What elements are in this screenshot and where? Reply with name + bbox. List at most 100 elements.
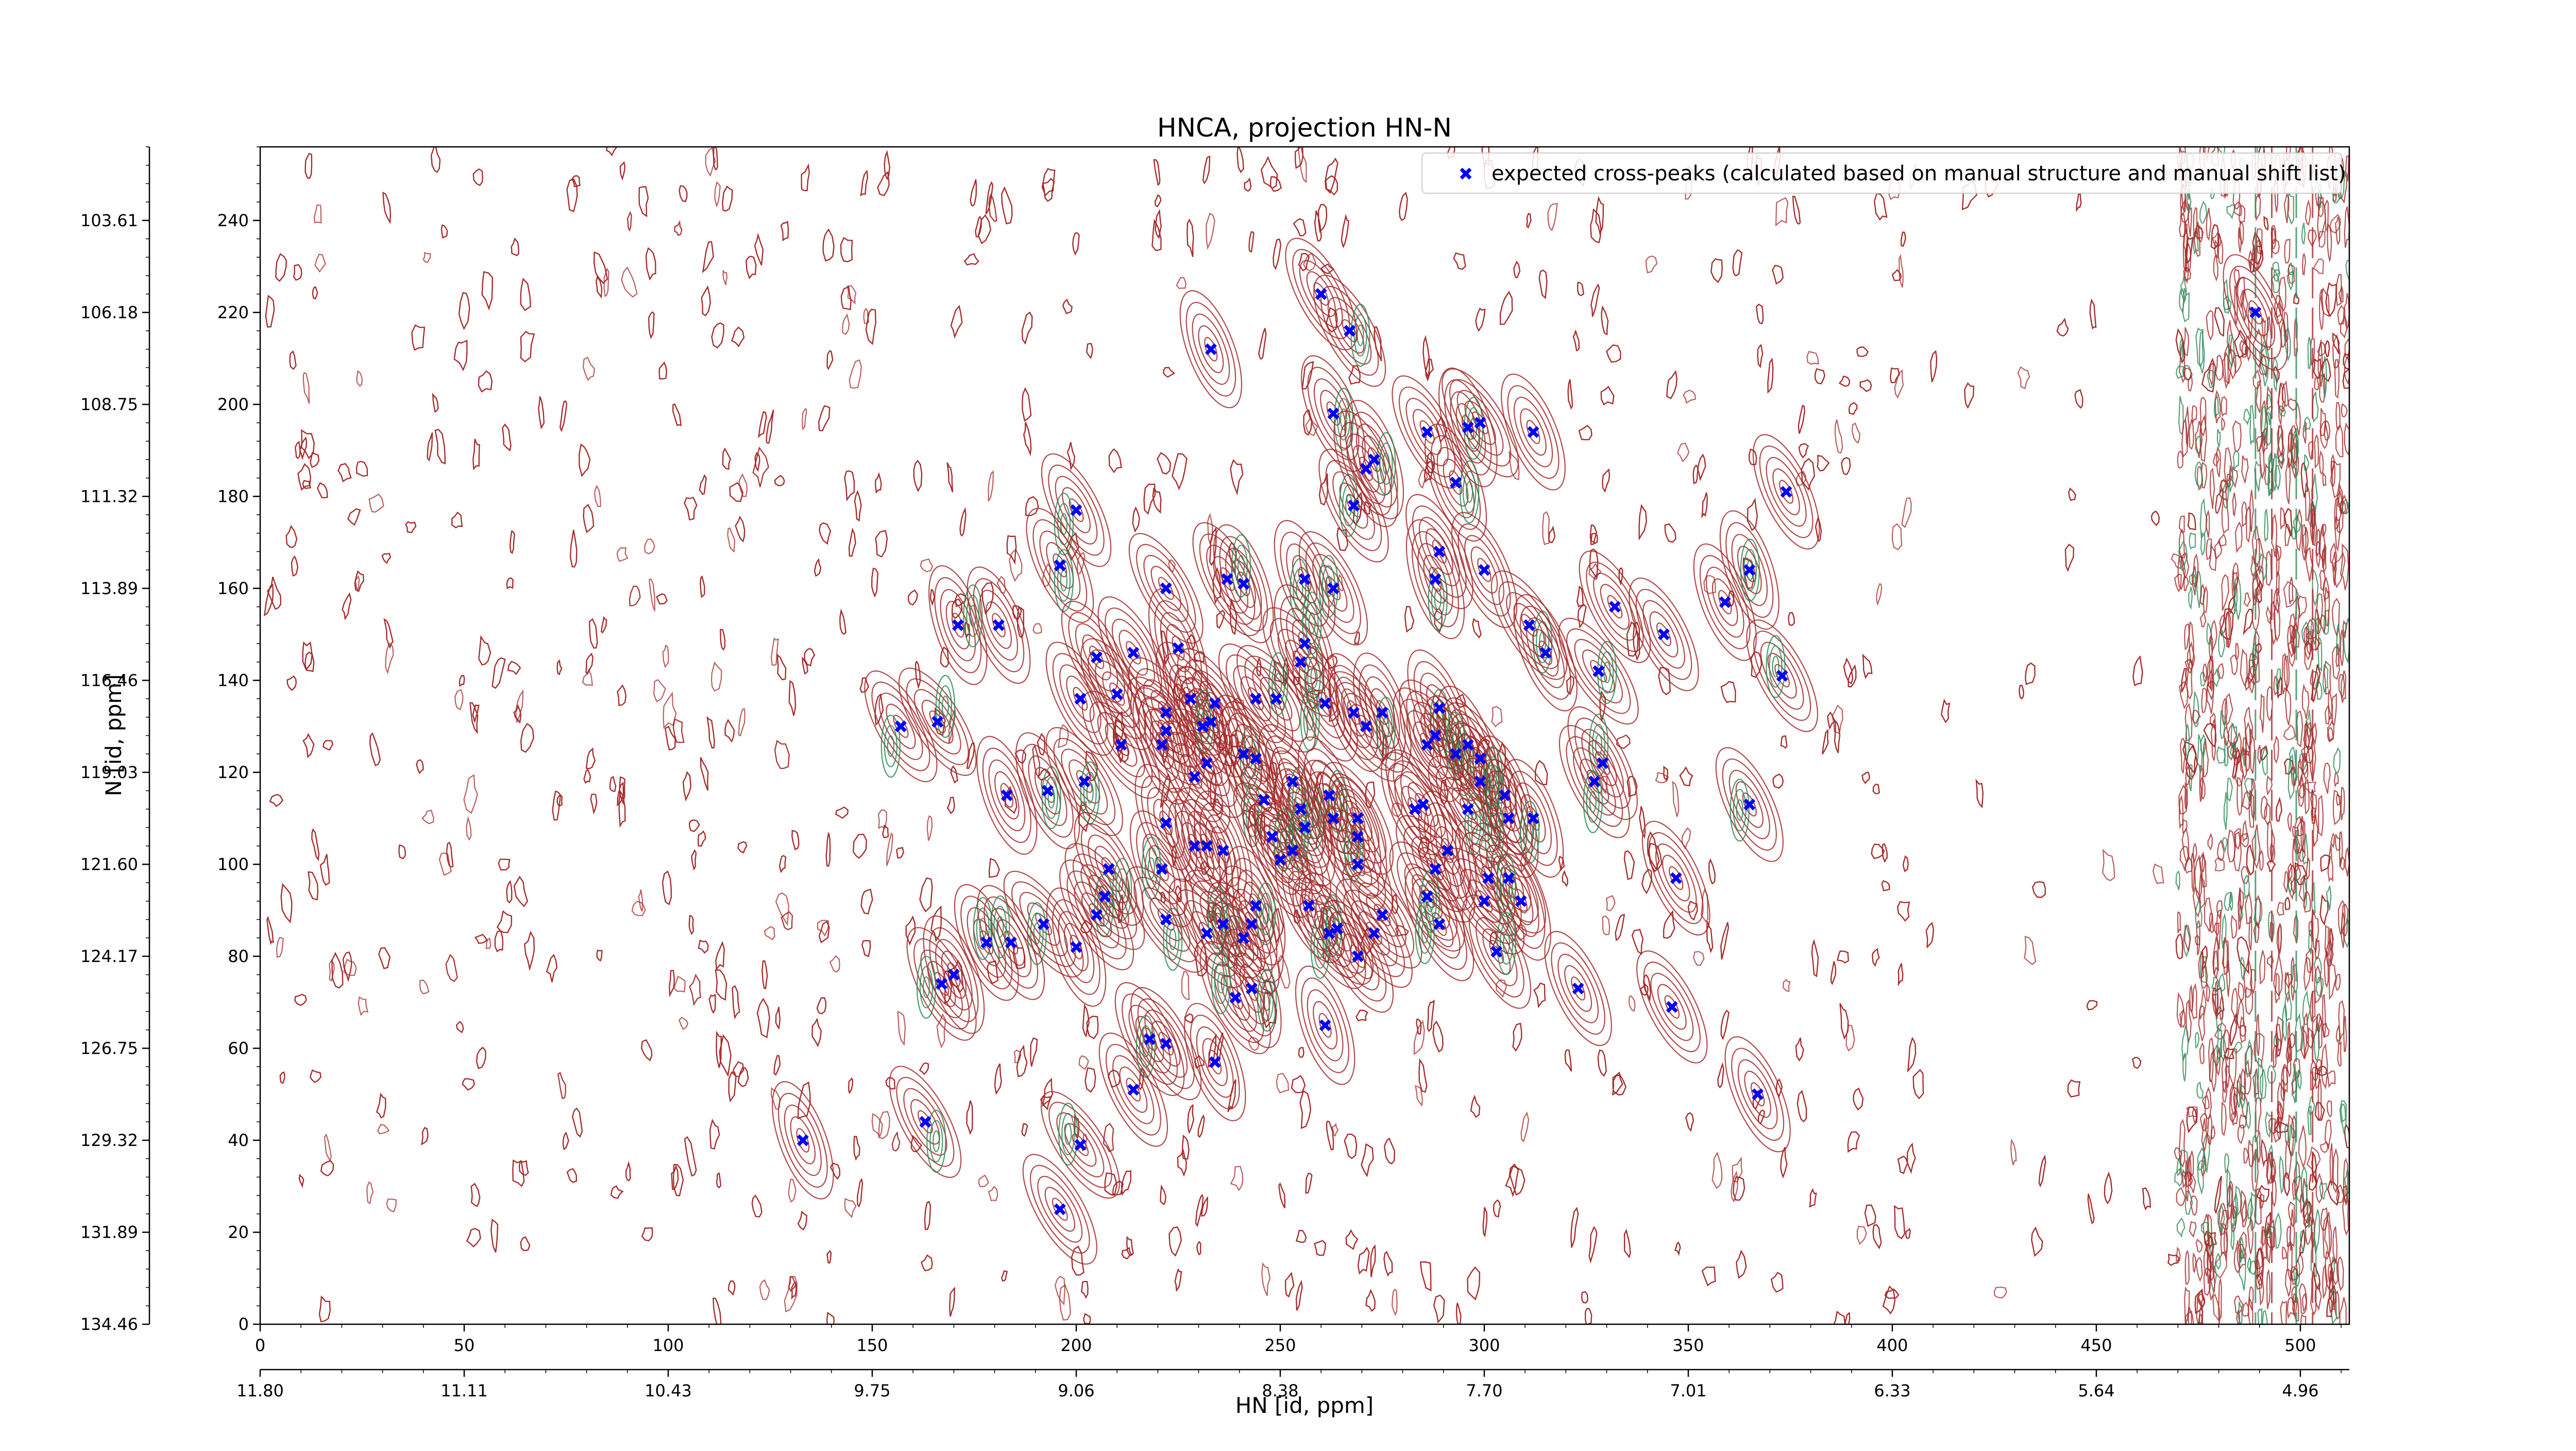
noise-contour [2197,1160,2205,1195]
noise-contour [569,530,578,568]
noise-contour [817,919,829,937]
peak-contour [1166,731,1224,822]
negative-contour [1292,817,1306,860]
noise-contour [1491,706,1503,728]
noise-contour [316,482,328,499]
noise-contour [2297,774,2304,807]
noise-contour [302,372,310,404]
noise-contour [2335,490,2344,534]
expected-peak-marker [1478,895,1490,907]
noise-contour [1317,204,1328,233]
noise-contour [2179,337,2183,362]
noise-contour [1348,365,1361,385]
expected-peak-marker [1752,1088,1764,1101]
noise-contour [698,939,709,954]
noise-contour [556,659,563,676]
noise-contour [2185,999,2192,1044]
noise-contour [2324,1119,2332,1151]
noise-contour [2305,721,2314,750]
expected-peak-marker [1429,863,1442,875]
noise-contour [2255,380,2262,413]
noise-contour [2214,390,2221,424]
noise-contour [2302,834,2309,865]
noise-contour [2187,1155,2192,1183]
expected-peak-marker [1229,991,1242,1004]
ppm-x-tick-label: 5.64 [2078,1381,2114,1401]
noise-contour [775,892,790,926]
noise-contour [1084,1067,1096,1093]
noise-contour [2241,455,2249,483]
noise-contour [818,920,830,943]
peak-contour [886,703,916,749]
noise-contour [2270,600,2276,646]
peak-contour [1232,888,1272,960]
noise-contour [280,883,293,923]
expected-peak-marker [1160,725,1172,737]
noise-contour [2142,1187,2151,1210]
noise-contour [752,446,769,487]
noise-contour [2277,1082,2284,1121]
noise-contour [2274,465,2281,491]
negative-contour [1097,884,1111,927]
noise-contour [2277,426,2283,458]
noise-contour [2313,358,2322,379]
peak-contour [1068,612,1125,703]
peak-contour [986,601,1012,649]
noise-contour [1797,1090,1807,1123]
expected-peak-marker [1295,803,1307,815]
noise-contour [2227,778,2233,802]
noise-contour [629,585,641,606]
noise-contour [2184,1250,2190,1285]
noise-contour [520,331,535,363]
negative-contour [1058,1102,1078,1166]
peak-contour [941,950,967,999]
noise-contour [1509,450,1520,481]
noise-contour [2236,998,2244,1029]
noise-contour [2198,1005,2206,1041]
noise-contour [2221,416,2226,431]
negative-contour [1260,979,1274,1022]
peak-contour [1298,531,1368,646]
peak-contour [896,1076,955,1167]
peak-contour [1292,619,1318,668]
noise-contour [2309,990,2316,1023]
noise-contour [432,393,439,413]
expected-peak-marker [1478,564,1490,576]
noise-contour [582,357,596,381]
noise-contour [2230,914,2238,939]
noise-contour [1066,532,1079,561]
noise-contour [2334,497,2342,530]
noise-contour [2280,1079,2285,1102]
noise-contour [2242,790,2252,811]
y-tick-label: 20 [228,1222,249,1242]
peak-contour [1580,758,1609,805]
expected-peak-marker [1246,918,1258,930]
noise-contour [2266,1221,2272,1264]
noise-contour [1570,1207,1579,1248]
noise-contour [2331,551,2337,586]
noise-contour [520,331,535,363]
noise-contour [2328,1263,2334,1283]
noise-contour [265,295,275,328]
noise-contour [2293,913,2299,944]
negative-contour [1054,493,1074,556]
noise-contour [722,185,733,212]
x-tick-label: 0 [255,1336,265,1355]
expected-peak-marker [1189,771,1201,783]
noise-contour [2325,282,2337,317]
noise-contour [2263,215,2269,231]
noise-contour [2276,925,2282,954]
noise-contour [1416,1018,1422,1035]
noise-contour [2334,359,2340,399]
noise-contour [2291,766,2297,787]
noise-contour [761,960,768,989]
negative-contour [1044,777,1058,819]
negative-contour [1499,922,1514,965]
noise-contour [2317,340,2324,387]
noise-contour [1001,1270,1008,1281]
noise-contour [2287,812,2292,833]
noise-contour [1325,157,1338,194]
noise-contour [2189,1172,2196,1193]
noise-contour [2217,663,2225,679]
noise-contour [2199,611,2207,628]
